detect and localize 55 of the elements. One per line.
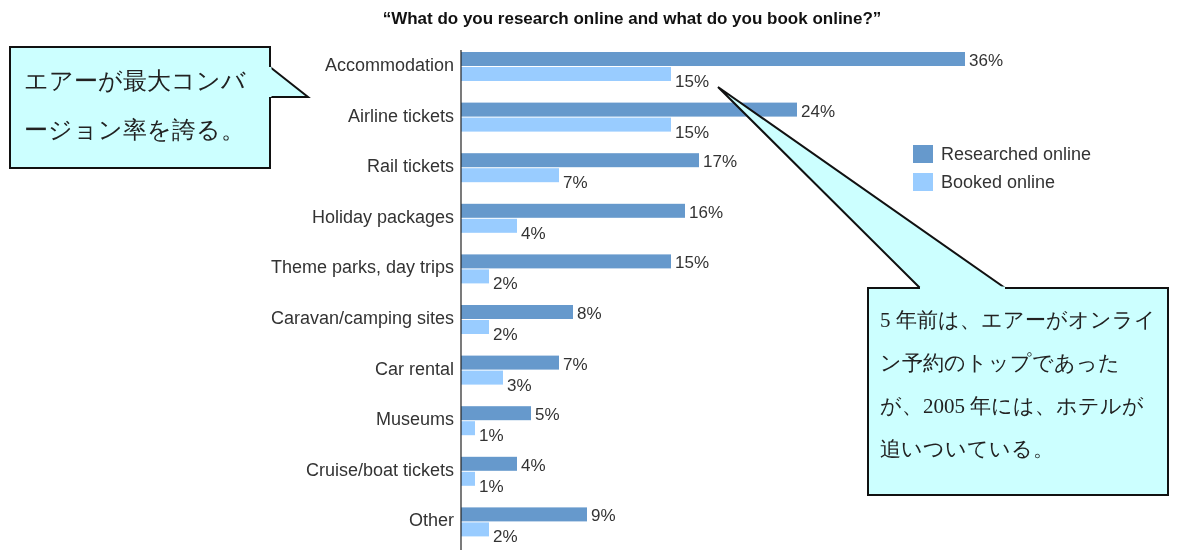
- data-label: 2%: [493, 325, 518, 344]
- bar: [461, 254, 671, 269]
- data-label: 36%: [969, 51, 1004, 70]
- y-tick-label: Theme parks, day trips: [270, 257, 454, 278]
- y-tick-label: Airline tickets: [347, 105, 454, 126]
- y-tick-label: Caravan/camping sites: [270, 308, 454, 328]
- bar: [461, 456, 517, 471]
- bar: [461, 370, 503, 385]
- chart-title: “What do you research online and what do you book online?”: [382, 9, 882, 28]
- bar: [461, 52, 965, 66]
- bar: [461, 67, 671, 81]
- bar: [461, 102, 797, 117]
- data-label: 15%: [675, 122, 710, 142]
- bar: [461, 168, 559, 183]
- legend-label: Researched online: [941, 144, 1092, 164]
- data-label: 2%: [493, 274, 518, 294]
- data-label: 7%: [563, 354, 588, 374]
- bar: [461, 421, 475, 436]
- bar: [461, 153, 699, 168]
- data-label: 4%: [521, 455, 546, 475]
- bar: [461, 507, 587, 522]
- data-label: 17%: [703, 152, 738, 172]
- bar: [461, 355, 559, 370]
- bar: [461, 471, 475, 486]
- data-label: 3%: [507, 375, 532, 395]
- data-label: 1%: [479, 426, 504, 446]
- data-label: 16%: [689, 202, 724, 222]
- bar: [461, 218, 517, 233]
- data-label: 9%: [591, 506, 616, 526]
- data-label: 8%: [577, 304, 602, 323]
- bar: [461, 305, 573, 319]
- bar: [461, 117, 671, 132]
- data-label: 7%: [563, 173, 588, 193]
- bar: [461, 203, 685, 218]
- data-label: 4%: [521, 223, 546, 243]
- bar: [461, 269, 489, 284]
- y-tick-label: Cruise/boat tickets: [305, 459, 454, 480]
- annotation: 5 年前は、エアーがオンライン予約のトップであったが、2005 年には、ホテルが追いついている。: [879, 306, 1157, 463]
- text: エアーが最大コンバージョン率を誇る。: [23, 66, 247, 145]
- y-tick-label: Holiday packages: [311, 206, 454, 227]
- data-label: 15%: [675, 72, 710, 91]
- y-tick-label: Other: [408, 510, 454, 531]
- data-label: 15%: [675, 253, 710, 273]
- y-tick-label: Rail tickets: [366, 156, 454, 177]
- data-label: 24%: [801, 101, 836, 121]
- data-label: 5%: [535, 405, 560, 425]
- bar: [461, 406, 531, 421]
- data-label: 1%: [479, 476, 504, 496]
- y-tick-label: Accommodation: [324, 55, 454, 75]
- bar: [461, 320, 489, 334]
- data-label: 2%: [493, 527, 518, 547]
- y-tick-label: Car rental: [374, 358, 454, 379]
- y-tick-label: Museums: [375, 409, 454, 430]
- bar: [461, 522, 489, 537]
- legend-label: Booked online: [941, 172, 1056, 192]
